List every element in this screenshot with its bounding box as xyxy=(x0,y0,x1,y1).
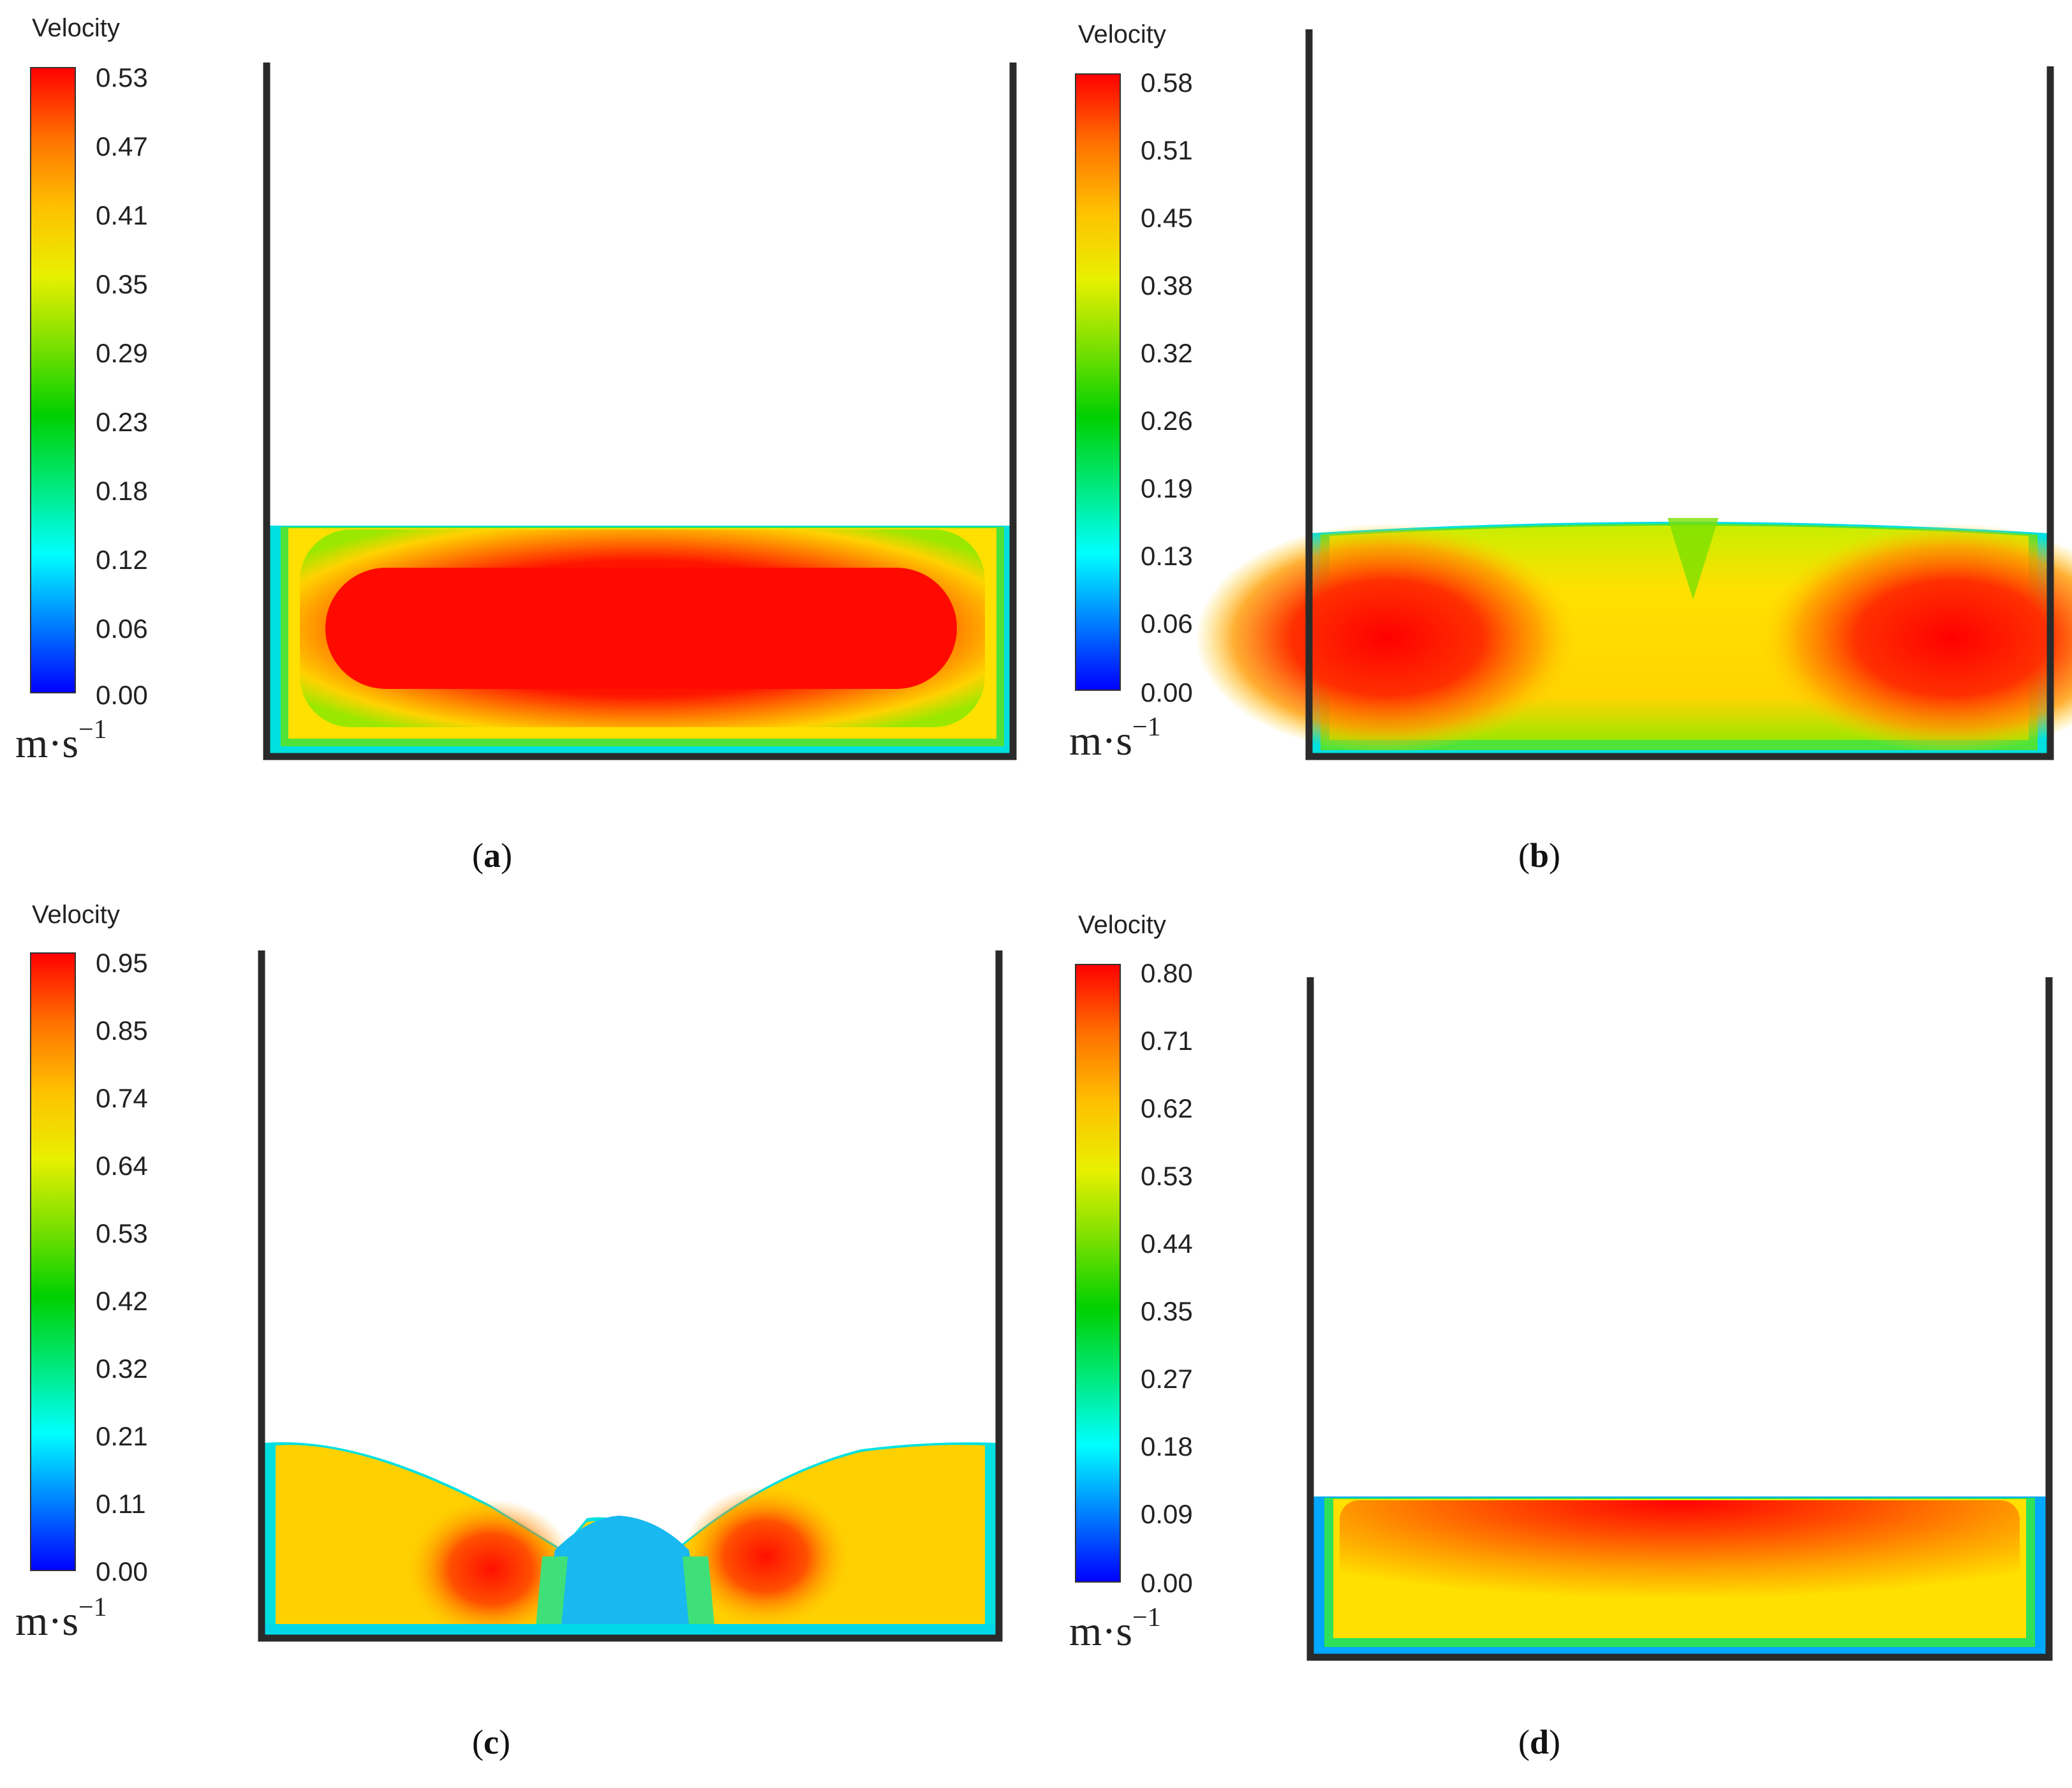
tick-label: 0.44 xyxy=(1141,1229,1193,1259)
tick-label: 0.19 xyxy=(1141,473,1193,503)
unit-label: m·s−1 xyxy=(15,715,107,767)
colorbar xyxy=(30,952,76,1571)
tick-label: 0.71 xyxy=(1141,1026,1193,1056)
legend-title: Velocity xyxy=(1078,20,1166,48)
right-vortex xyxy=(1761,523,2072,753)
tick-label: 0.64 xyxy=(96,1151,148,1181)
tick-label: 0.27 xyxy=(1141,1364,1193,1394)
legend-title: Velocity xyxy=(32,901,120,929)
panel-c-graphic xyxy=(30,950,1003,1642)
tick-label: 0.53 xyxy=(96,1218,148,1248)
tick-label: 0.80 xyxy=(1141,958,1193,988)
tick-label: 0.53 xyxy=(96,63,148,92)
tick-label: 0.00 xyxy=(96,680,148,710)
tick-label: 0.41 xyxy=(96,200,148,230)
tick-label: 0.29 xyxy=(96,338,148,368)
tick-label: 0.32 xyxy=(1141,338,1193,368)
tick-label: 0.00 xyxy=(1141,677,1193,707)
tick-label: 0.42 xyxy=(96,1286,148,1316)
tick-label: 0.47 xyxy=(96,131,148,161)
tick-label: 0.09 xyxy=(1141,1499,1193,1529)
tick-label: 0.00 xyxy=(96,1556,148,1586)
tick-label: 0.23 xyxy=(96,407,148,437)
tick-label: 0.06 xyxy=(1141,609,1193,639)
tick-label: 0.85 xyxy=(96,1016,148,1045)
panel-d-graphic xyxy=(1075,964,2053,1661)
tick-label: 0.35 xyxy=(96,269,148,299)
panel-b-graphic xyxy=(1075,29,2072,760)
central-jet-region xyxy=(542,1516,702,1625)
tick-label: 0.38 xyxy=(1141,270,1193,300)
tick-label: 0.35 xyxy=(1141,1296,1193,1326)
container-walls xyxy=(1306,977,2053,1661)
panel-caption: (d) xyxy=(1518,1723,1561,1761)
tick-label: 0.62 xyxy=(1141,1093,1193,1123)
legend-title: Velocity xyxy=(32,14,120,42)
tick-label: 0.18 xyxy=(96,476,148,506)
panel-caption: (a) xyxy=(472,836,512,875)
tick-label: 0.51 xyxy=(1141,135,1193,165)
tick-label: 0.00 xyxy=(1141,1568,1193,1598)
unit-label: m·s−1 xyxy=(1069,1603,1161,1655)
colorbar xyxy=(1075,964,1121,1583)
container-walls xyxy=(258,950,1003,1642)
left-vortex xyxy=(408,1499,574,1639)
tick-label: 0.53 xyxy=(1141,1161,1193,1191)
unit-label: m·s−1 xyxy=(1069,713,1161,764)
tick-label: 0.18 xyxy=(1141,1431,1193,1461)
right-vortex xyxy=(683,1486,848,1627)
tick-label: 0.13 xyxy=(1141,541,1193,571)
panel-caption: (c) xyxy=(472,1723,510,1761)
tick-label: 0.21 xyxy=(96,1421,148,1451)
high-velocity-core xyxy=(325,568,957,689)
tick-label: 0.11 xyxy=(96,1489,146,1519)
container-walls xyxy=(263,63,1017,760)
panel-c: Velocity 0.95 0.85 0.74 0.64 xyxy=(0,893,1036,1786)
tick-label: 0.12 xyxy=(96,545,148,575)
tick-label: 0.58 xyxy=(1141,68,1193,98)
tick-label: 0.95 xyxy=(96,948,148,978)
left-vortex xyxy=(1195,523,1578,753)
panel-caption: (b) xyxy=(1518,836,1561,875)
panel-b: Velocity 0.58 xyxy=(1036,0,2072,893)
colorbar xyxy=(1075,73,1121,691)
colorbar xyxy=(30,67,76,693)
panel-d: Velocity 0.80 0.71 0.62 0.53 0.44 0.35 xyxy=(1036,893,2072,1786)
central-low-velocity xyxy=(1668,518,1719,600)
container-walls xyxy=(1305,66,2054,760)
tick-label: 0.45 xyxy=(1141,203,1193,233)
panel-a-graphic xyxy=(30,63,1017,760)
fluid-core xyxy=(1340,1500,2020,1632)
tick-label: 0.26 xyxy=(1141,406,1193,436)
tick-label: 0.74 xyxy=(96,1083,148,1113)
panel-a: Velocity 0.53 0.47 0.41 xyxy=(0,0,1036,893)
legend-title: Velocity xyxy=(1078,911,1166,939)
tick-label: 0.06 xyxy=(96,614,148,644)
unit-label: m·s−1 xyxy=(15,1593,107,1644)
tick-label: 0.32 xyxy=(96,1354,148,1384)
